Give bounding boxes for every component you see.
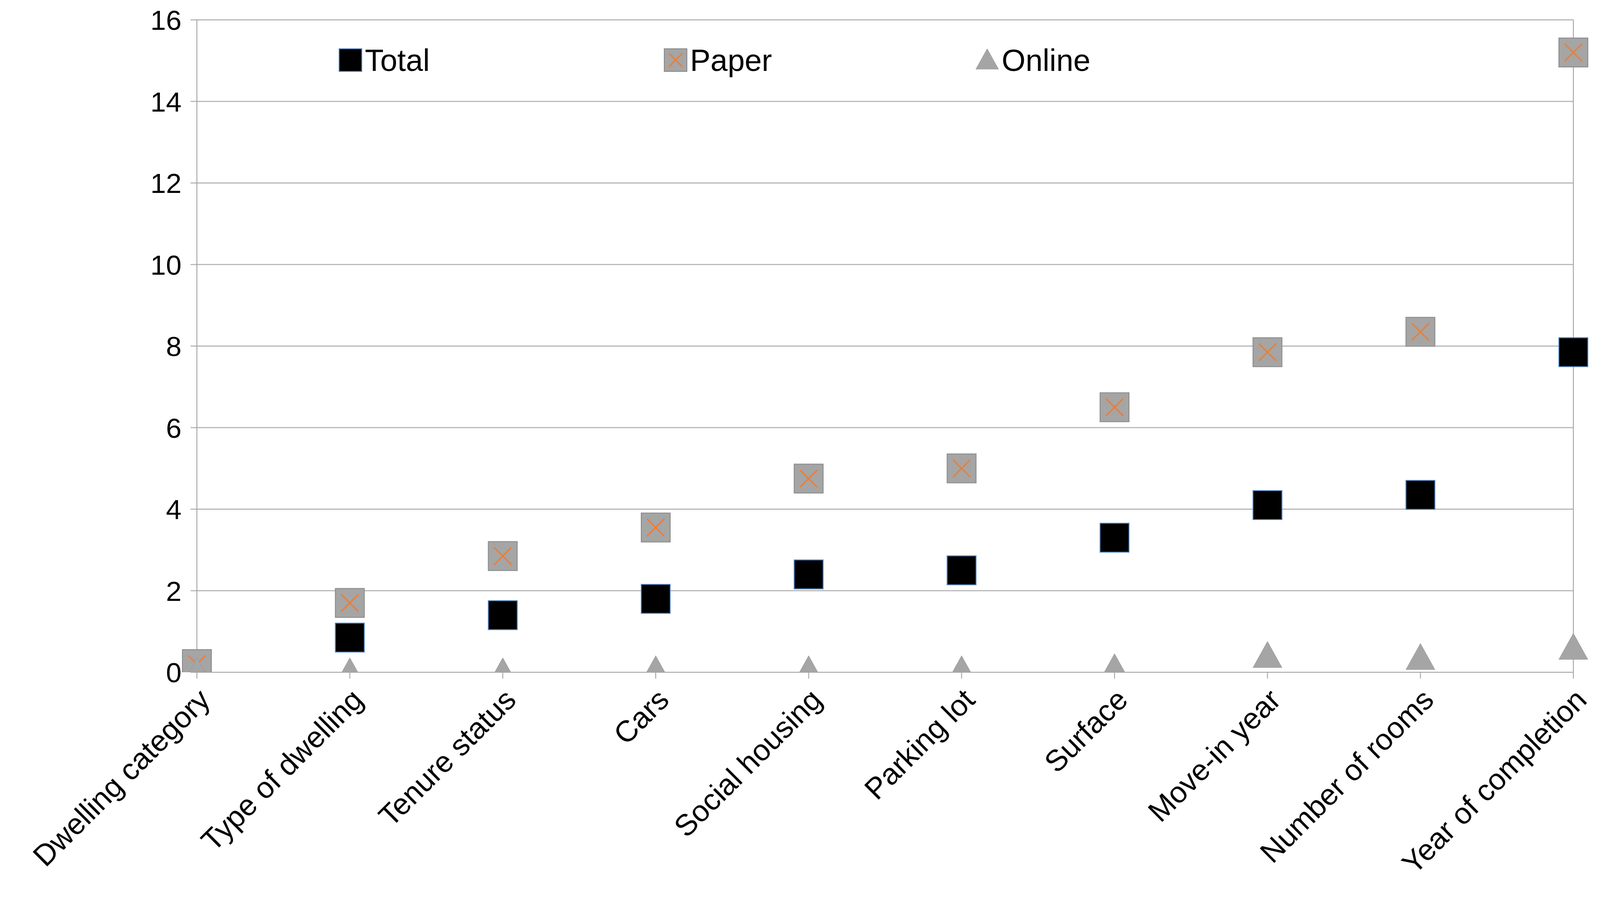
svg-text:Number of rooms: Number of rooms	[1253, 682, 1440, 869]
svg-text:8: 8	[166, 330, 182, 362]
svg-text:0: 0	[166, 656, 182, 688]
svg-text:Type of dwelling: Type of dwelling	[194, 682, 370, 858]
svg-text:2: 2	[166, 575, 182, 607]
svg-text:12: 12	[150, 167, 182, 199]
html-text:Online: Online	[1001, 42, 1091, 78]
svg-text:Surface: Surface	[1037, 682, 1134, 779]
svg-text:4: 4	[166, 493, 182, 525]
svg-text:10: 10	[150, 249, 182, 281]
svg-text:Tenure status: Tenure status	[372, 682, 523, 833]
svg-text:Social housing: Social housing	[667, 682, 829, 844]
svg-text:Dwelling category: Dwelling category	[26, 682, 217, 873]
svg-text:Cars: Cars	[606, 682, 676, 751]
svg-text:6: 6	[166, 412, 182, 444]
svg-text:16: 16	[150, 4, 182, 36]
svg-text:14: 14	[150, 86, 182, 118]
svg-text:Move-in year: Move-in year	[1141, 682, 1288, 828]
html-text:Paper: Paper	[690, 42, 773, 78]
svg-text:Year of completion: Year of completion	[1395, 682, 1593, 880]
html-text:Total: Total	[364, 42, 430, 78]
svg-text:Parking lot: Parking lot	[858, 682, 982, 806]
